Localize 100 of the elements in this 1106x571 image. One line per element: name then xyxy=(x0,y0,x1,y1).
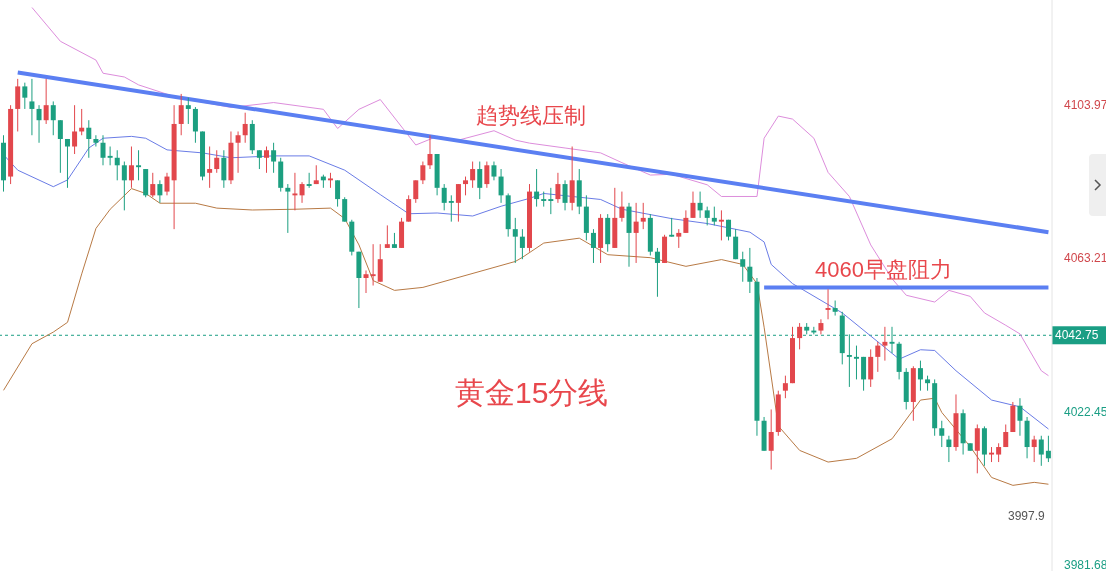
candlestick xyxy=(534,168,540,208)
candlestick xyxy=(455,183,461,223)
candlestick xyxy=(185,97,191,125)
candlestick xyxy=(157,179,163,204)
candlestick xyxy=(192,106,198,144)
candlestick xyxy=(996,442,1002,463)
candlestick xyxy=(292,172,298,211)
candlestick xyxy=(150,172,156,198)
line-series xyxy=(3,188,1049,486)
candlestick xyxy=(733,228,739,260)
candlestick xyxy=(590,228,596,264)
candlestick xyxy=(718,209,724,241)
candlestick xyxy=(676,228,682,249)
candlestick xyxy=(619,191,625,223)
candlestick xyxy=(221,149,227,189)
candlestick xyxy=(832,300,838,317)
candlestick xyxy=(853,345,859,380)
candlestick xyxy=(654,247,660,298)
candlestick xyxy=(264,146,269,174)
candlestick xyxy=(370,243,376,286)
candlestick xyxy=(57,119,63,174)
candlestick xyxy=(548,187,554,215)
candlestick xyxy=(86,119,92,159)
candlestick xyxy=(917,360,923,392)
candlestick xyxy=(704,206,710,226)
candlestick xyxy=(690,191,696,219)
candlestick xyxy=(711,206,717,226)
candlestick xyxy=(15,78,21,132)
candlestick xyxy=(640,202,646,230)
annotation: 3997.9 xyxy=(1008,509,1045,524)
candlestick xyxy=(214,149,220,174)
candlestick xyxy=(22,82,28,110)
candlestick xyxy=(114,149,120,181)
candlestick xyxy=(875,341,881,373)
candlestick xyxy=(306,172,312,189)
line-series xyxy=(31,7,1049,377)
candlestick xyxy=(342,196,348,223)
candlestick xyxy=(420,161,426,185)
candlestick xyxy=(669,217,675,238)
candlestick xyxy=(683,209,689,234)
candlestick xyxy=(484,161,490,189)
candlestick xyxy=(697,191,703,219)
candlestick xyxy=(100,134,106,166)
candlestick xyxy=(463,176,469,196)
candlestick xyxy=(363,269,369,294)
candlestick xyxy=(569,146,575,211)
candlestick xyxy=(413,179,419,204)
candlestick xyxy=(72,104,78,155)
candlestick xyxy=(377,243,383,283)
candlestick xyxy=(29,78,35,136)
candlestick xyxy=(633,202,639,264)
candlestick xyxy=(235,130,241,174)
candlestick xyxy=(797,322,803,350)
candlestick xyxy=(1017,397,1023,437)
candlestick xyxy=(740,251,746,283)
candlestick xyxy=(1038,435,1044,467)
candlestick xyxy=(136,149,142,181)
candlestick xyxy=(178,93,184,136)
candlestick xyxy=(335,179,341,208)
candlestick xyxy=(818,318,824,335)
candlestick xyxy=(50,100,56,136)
candlestick xyxy=(441,183,447,211)
candlestick xyxy=(498,168,504,204)
candlestick xyxy=(299,181,305,204)
candlestick xyxy=(782,375,788,399)
candlestick xyxy=(93,134,99,148)
candlestick xyxy=(448,194,454,223)
candlestick xyxy=(242,112,248,144)
candlestick xyxy=(43,78,49,125)
ref-line-label: 4042.75 xyxy=(1055,328,1099,343)
y-tick-label: 4103.97 xyxy=(1064,98,1106,113)
candlestick xyxy=(285,183,291,234)
candlestick xyxy=(825,288,831,320)
candlestick xyxy=(946,435,952,463)
candlestick xyxy=(555,172,561,204)
y-tick-label: 3981.68 xyxy=(1064,557,1106,571)
candlestick xyxy=(427,134,433,170)
candlestick xyxy=(36,104,42,144)
y-tick-label: 4022.45 xyxy=(1064,404,1106,419)
candlestick xyxy=(470,161,476,189)
candlestick xyxy=(882,326,888,362)
candlestick xyxy=(747,247,753,294)
candlestick xyxy=(974,423,980,474)
candlestick xyxy=(384,224,390,249)
candlestick xyxy=(491,161,497,181)
candlestick xyxy=(406,194,412,223)
line-series xyxy=(3,135,1049,430)
y-tick-label: 4063.21 xyxy=(1064,251,1106,266)
candlestick xyxy=(207,146,213,189)
candlestick xyxy=(477,161,483,200)
candlestick xyxy=(868,348,874,388)
candlestick xyxy=(768,408,774,471)
candlestick xyxy=(271,142,277,174)
candlestick xyxy=(562,179,568,211)
candlestick xyxy=(128,146,134,189)
candlestick xyxy=(107,146,113,166)
candlestick xyxy=(519,228,525,260)
candlestick xyxy=(256,149,262,170)
candlestick xyxy=(1045,435,1051,463)
candlestick xyxy=(64,138,70,189)
